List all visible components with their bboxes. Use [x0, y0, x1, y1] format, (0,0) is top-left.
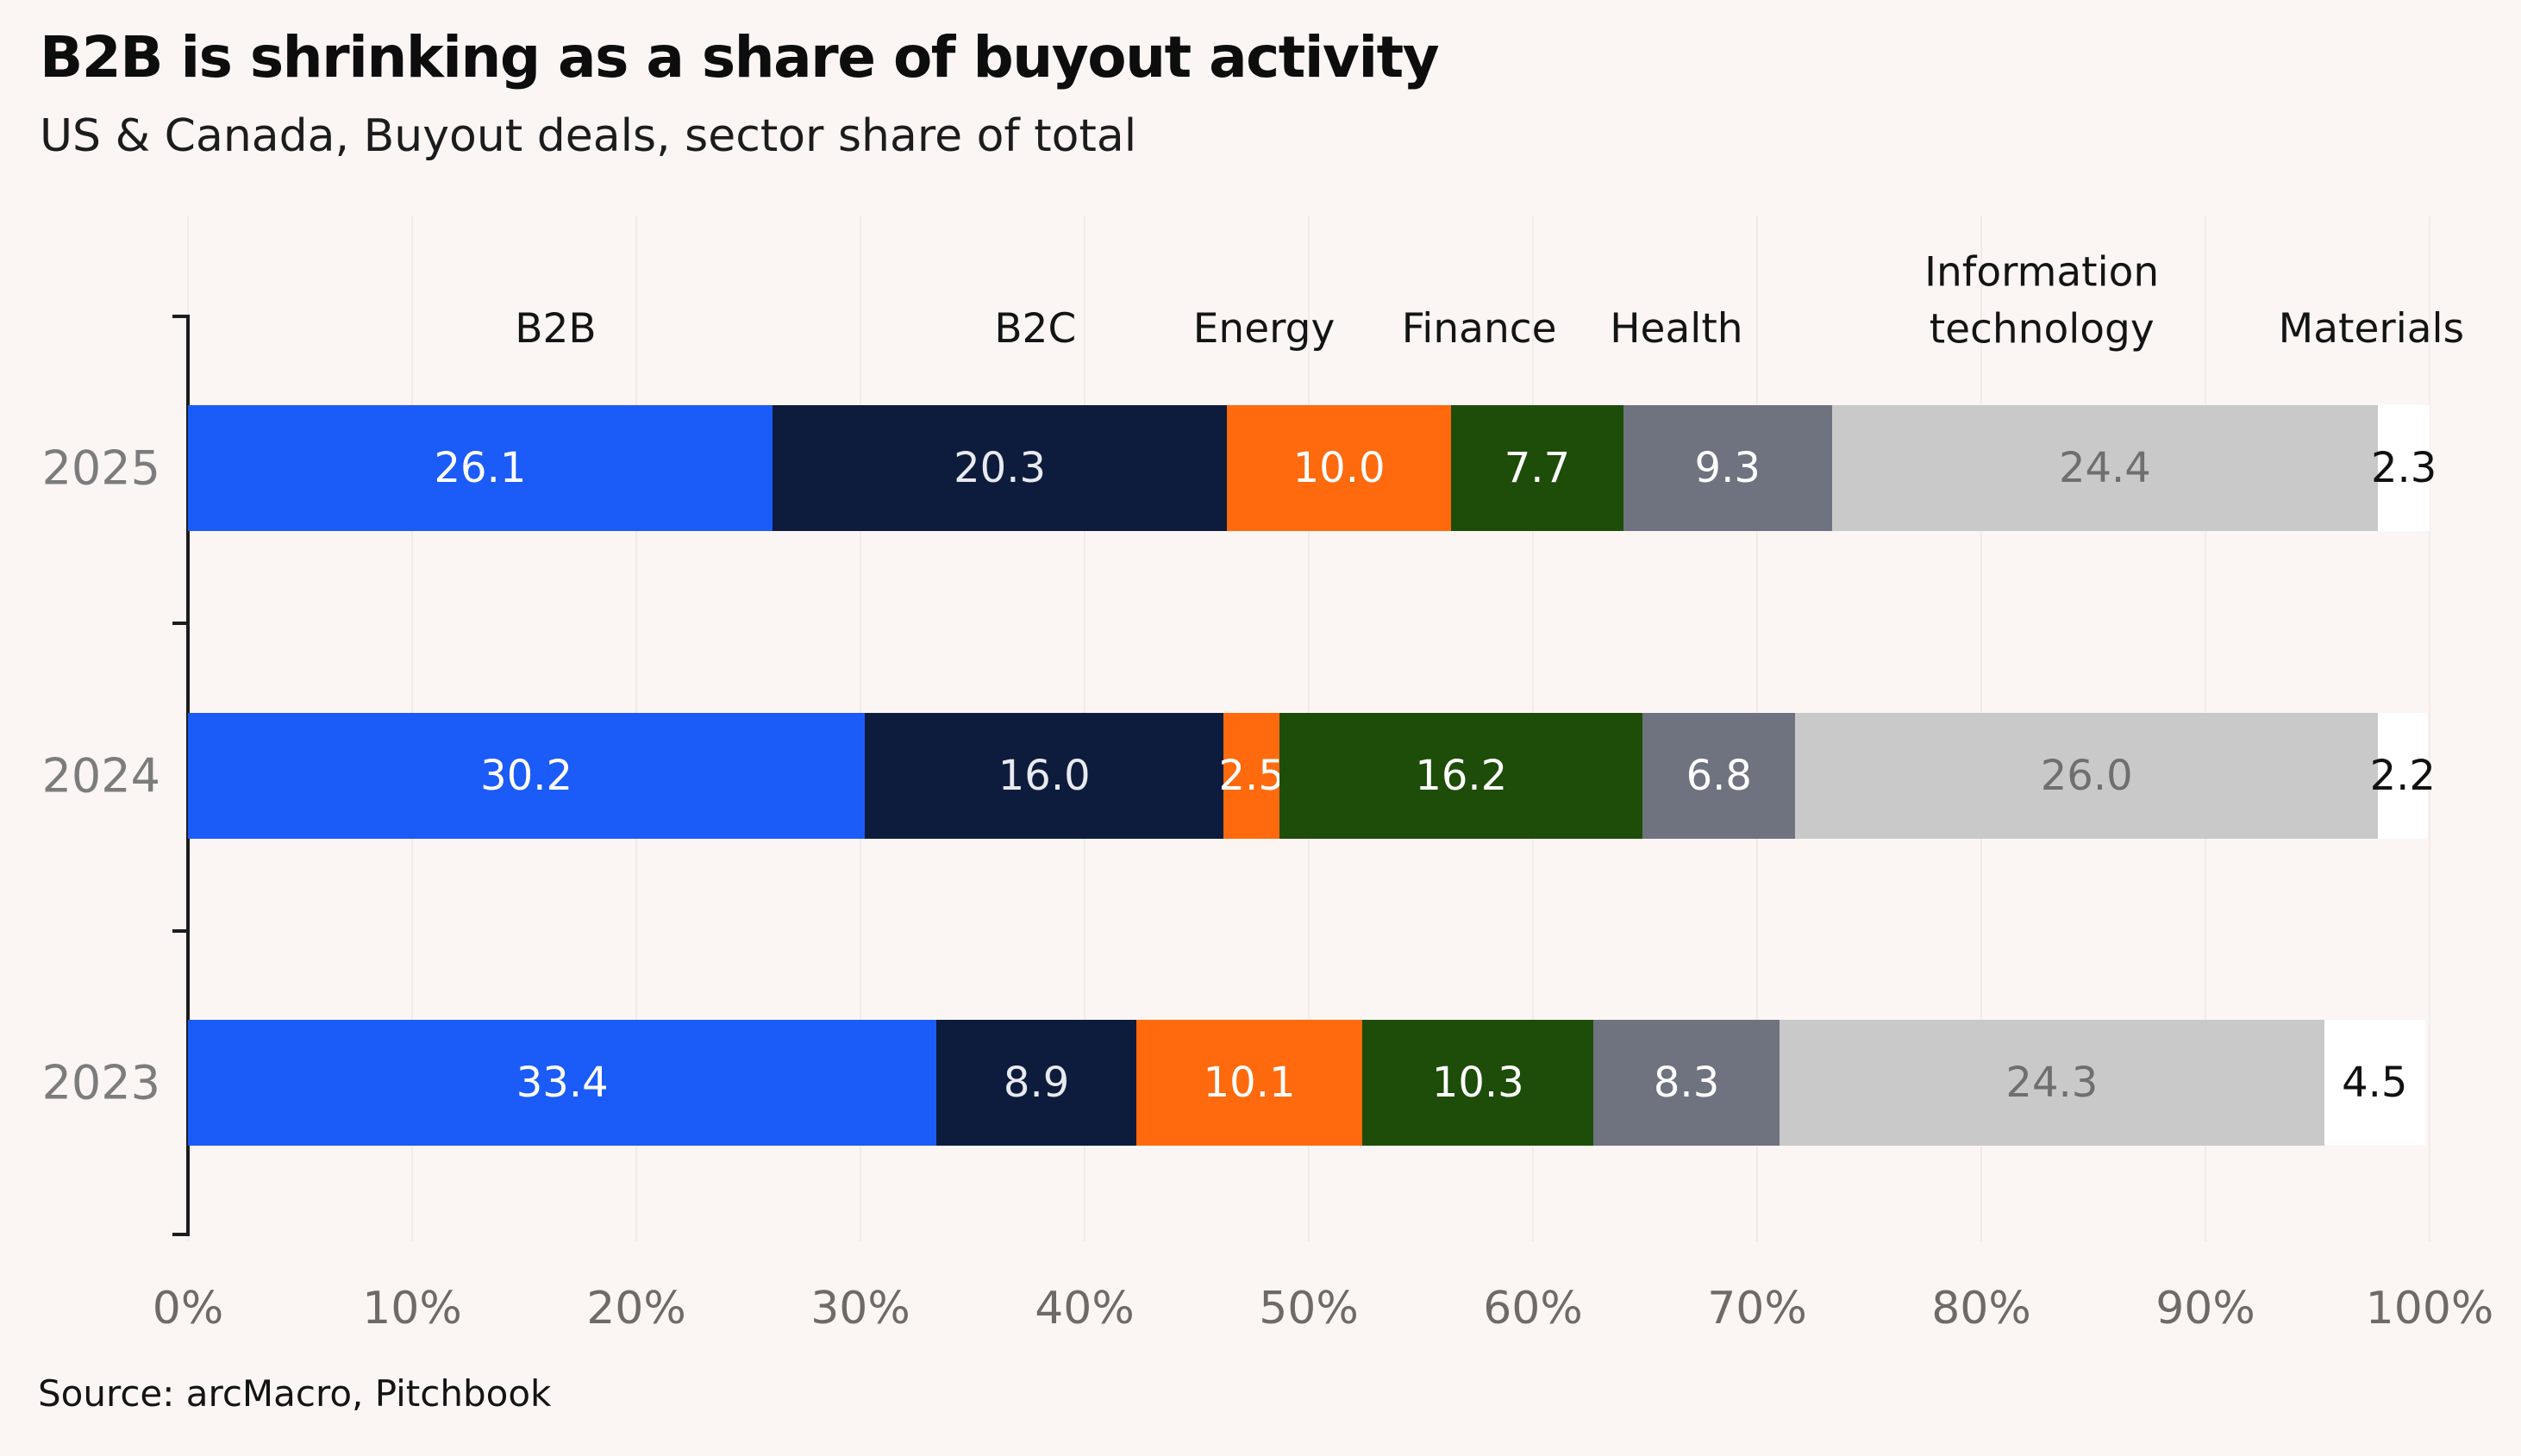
segment-value-label: 2.3 — [2370, 444, 2437, 493]
segment-2024-information-technology: 26.0 — [1795, 712, 2379, 839]
x-axis-tick-label: 10% — [362, 1283, 462, 1334]
year-label-2025: 2025 — [41, 441, 160, 496]
x-axis-tick-label: 80% — [1931, 1283, 2031, 1334]
segment-2023-b2b: 33.4 — [188, 1019, 937, 1146]
segment-value-label: 26.0 — [2040, 751, 2133, 800]
segment-2025-materials: 2.3 — [2371, 405, 2437, 532]
bar-row-2024: 30.2 16.0 2.5 16.2 6.8 26.0 2.2 — [188, 712, 2436, 839]
sector-header-information-technology: Information technology — [1924, 248, 2160, 353]
segment-2025-information-technology: 24.4 — [1831, 405, 2379, 532]
segment-value-label: 16.2 — [1415, 751, 1508, 800]
y-axis-tick — [172, 622, 188, 626]
segment-2023-materials: 4.5 — [2324, 1019, 2425, 1146]
segment-value-label: 8.9 — [1003, 1058, 1070, 1107]
y-axis-tick — [172, 928, 188, 933]
sector-header-b2c: B2C — [994, 305, 1077, 353]
segment-value-label: 16.0 — [998, 751, 1091, 800]
sector-header-health: Health — [1610, 305, 1743, 353]
segment-value-label: 8.3 — [1653, 1058, 1720, 1107]
source-note: Source: arcMacro, Pitchbook — [38, 1372, 552, 1415]
segment-2024-energy: 2.5 — [1219, 712, 1285, 839]
year-label-2024: 2024 — [41, 748, 160, 803]
x-axis-tick-label: 50% — [1259, 1283, 1359, 1334]
segment-value-label: 26.1 — [434, 444, 527, 493]
segment-2023-b2c: 8.9 — [936, 1019, 1136, 1146]
segment-value-label: 9.3 — [1694, 444, 1761, 493]
x-axis-tick-label: 20% — [586, 1283, 686, 1334]
segment-2025-b2c: 20.3 — [772, 405, 1228, 532]
segment-2025-health: 9.3 — [1623, 405, 1832, 532]
x-axis-tick-label: 60% — [1483, 1283, 1583, 1334]
segment-value-label: 10.0 — [1292, 444, 1386, 493]
sector-header-b2b: B2B — [515, 305, 597, 353]
segment-value-label: 10.1 — [1203, 1058, 1296, 1107]
segment-value-label: 20.3 — [954, 444, 1046, 493]
sector-header-energy: Energy — [1192, 305, 1336, 353]
segment-2025-finance: 7.7 — [1450, 405, 1623, 532]
x-axis-tick-label: 90% — [2155, 1283, 2255, 1334]
segment-value-label: 33.4 — [516, 1058, 609, 1107]
bar-row-2025: 26.1 20.3 10.0 7.7 9.3 24.4 2.3 — [188, 405, 2437, 532]
x-axis-tick-label: 0% — [152, 1283, 224, 1334]
segment-2024-materials: 2.2 — [2370, 712, 2436, 839]
segment-2023-information-technology: 24.3 — [1779, 1019, 2324, 1146]
x-axis-tick-label: 40% — [1035, 1283, 1135, 1334]
segment-2024-b2b: 30.2 — [188, 712, 866, 839]
sector-header-materials: Materials — [2278, 305, 2465, 353]
segment-2025-b2b: 26.1 — [188, 405, 773, 532]
segment-value-label: 30.2 — [480, 751, 573, 800]
y-axis-tick — [172, 315, 188, 318]
x-axis-tick-label: 100% — [2365, 1283, 2494, 1334]
segment-value-label: 2.5 — [1218, 751, 1285, 800]
chart-title: B2B is shrinking as a share of buyout ac… — [40, 24, 1440, 91]
sector-header-finance: Finance — [1401, 305, 1557, 353]
segment-value-label: 10.3 — [1431, 1058, 1524, 1107]
segment-value-label: 6.8 — [1686, 751, 1752, 800]
segment-2023-energy: 10.1 — [1135, 1019, 1363, 1146]
segment-value-label: 24.4 — [2058, 444, 2151, 493]
y-axis-tick — [172, 1233, 188, 1236]
segment-2024-health: 6.8 — [1642, 712, 1796, 839]
segment-2023-health: 8.3 — [1593, 1019, 1780, 1146]
chart-subtitle: US & Canada, Buyout deals, sector share … — [40, 110, 1137, 162]
segment-value-label: 24.3 — [2005, 1058, 2099, 1107]
segment-value-label: 7.7 — [1504, 444, 1571, 493]
segment-2024-b2c: 16.0 — [865, 712, 1224, 839]
segment-value-label: 4.5 — [2342, 1058, 2408, 1107]
year-label-2023: 2023 — [41, 1055, 160, 1110]
segment-2024-finance: 16.2 — [1279, 712, 1643, 839]
gridline-100% — [2429, 216, 2430, 1241]
segment-2023-finance: 10.3 — [1362, 1019, 1594, 1146]
segment-2025-energy: 10.0 — [1227, 405, 1451, 532]
x-axis-tick-label: 30% — [810, 1283, 910, 1334]
bar-row-2023: 33.4 8.9 10.1 10.3 8.3 24.3 4.5 — [188, 1019, 2430, 1146]
segment-value-label: 2.2 — [2369, 751, 2436, 800]
x-axis-tick-label: 70% — [1707, 1283, 1807, 1334]
